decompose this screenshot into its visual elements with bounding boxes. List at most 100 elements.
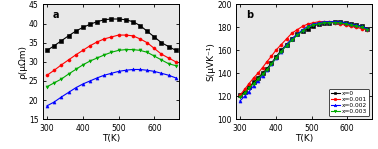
x=0.002 [343,22,348,24]
x=0.002 [247,91,251,93]
x=0 [301,30,305,32]
x=0.003 [260,74,265,75]
x=0.003 [301,30,305,32]
x=0.002 [349,23,353,25]
x=0.001 [274,49,278,51]
x=0.003 [284,45,289,47]
x=0.002 [269,63,274,65]
X-axis label: T(K): T(K) [295,134,313,143]
x=0 [284,44,289,46]
x=0 [256,77,260,79]
x=0.001 [349,25,353,27]
x=0.003 [247,87,251,89]
x=0.003 [311,24,316,26]
x=0.001 [260,67,265,69]
x=0.001 [269,55,274,57]
x=0.001 [290,32,294,34]
x=0.003 [333,22,337,24]
x=0 [251,82,256,83]
x=0 [290,38,294,40]
x=0 [359,25,364,27]
x=0.003 [322,22,326,24]
x=0.001 [256,72,260,74]
x=0.001 [327,21,332,23]
x=0.002 [295,33,299,35]
x=0.003 [365,29,369,31]
x=0 [338,21,342,23]
x=0 [247,86,251,88]
x=0.002 [354,24,358,26]
x=0.003 [349,24,353,26]
x=0.001 [242,89,247,90]
x=0 [269,62,274,64]
Line: x=0.003: x=0.003 [239,21,369,99]
x=0.002 [333,21,337,23]
x=0.001 [322,21,326,23]
x=0.001 [311,22,316,24]
x=0.002 [256,80,260,82]
x=0.002 [365,28,369,30]
x=0.003 [327,22,332,24]
Legend: x=0, x=0.001, x=0.002, x=0.003: x=0, x=0.001, x=0.002, x=0.003 [329,89,369,116]
x=0.002 [274,58,278,59]
Line: x=0.002: x=0.002 [239,20,369,102]
x=0.002 [251,85,256,87]
X-axis label: T(K): T(K) [102,134,121,143]
x=0.002 [279,51,284,52]
x=0.003 [269,63,274,65]
x=0.003 [290,39,294,41]
x=0.002 [322,21,326,23]
x=0 [279,49,284,51]
x=0.003 [343,23,348,25]
x=0.002 [359,25,364,27]
x=0 [322,22,326,24]
x=0.003 [251,83,256,84]
Y-axis label: ρ(μΩm): ρ(μΩm) [19,45,28,79]
x=0.001 [365,29,369,31]
x=0.003 [316,23,321,25]
x=0.002 [338,21,342,23]
x=0.003 [306,27,310,28]
x=0 [365,28,369,30]
x=0 [274,56,278,58]
Text: b: b [246,10,253,20]
x=0.001 [333,22,337,24]
x=0.003 [279,51,284,52]
Line: x=0.001: x=0.001 [239,20,369,97]
x=0.001 [343,24,348,26]
x=0.003 [359,27,364,28]
x=0 [260,72,265,74]
x=0.001 [338,23,342,25]
x=0.003 [256,78,260,80]
x=0 [343,22,348,24]
x=0.003 [274,58,278,59]
x=0.001 [359,28,364,30]
x=0 [327,22,332,24]
x=0.002 [242,95,247,97]
x=0.001 [265,61,269,63]
x=0.002 [260,75,265,76]
x=0 [349,23,353,25]
x=0 [295,33,299,35]
x=0.003 [238,97,242,98]
x=0.002 [306,25,310,27]
Line: x=0: x=0 [239,20,369,97]
x=0.002 [301,29,305,31]
x=0.002 [327,21,332,23]
x=0 [354,24,358,26]
x=0.001 [238,94,242,96]
x=0.001 [247,83,251,84]
Text: a: a [53,10,59,20]
x=0.002 [265,69,269,71]
x=0.001 [279,44,284,46]
x=0 [242,91,247,93]
x=0 [306,28,310,30]
x=0.001 [284,38,289,40]
x=0.001 [306,23,310,25]
x=0 [265,68,269,70]
x=0 [333,21,337,23]
x=0.002 [284,44,289,46]
x=0 [238,94,242,96]
x=0.001 [301,25,305,27]
x=0.002 [311,23,316,25]
